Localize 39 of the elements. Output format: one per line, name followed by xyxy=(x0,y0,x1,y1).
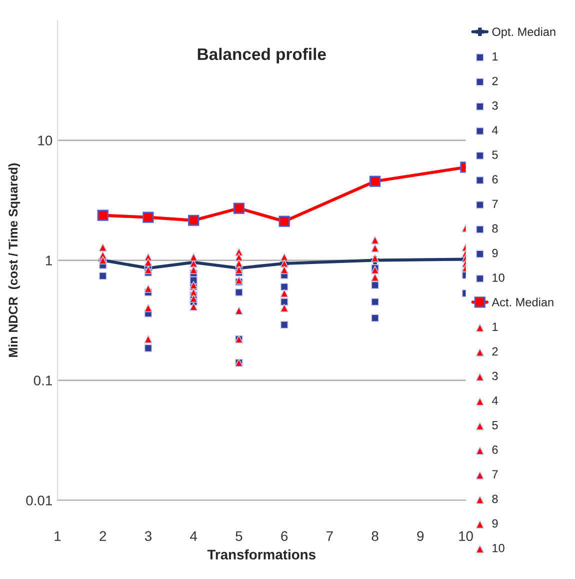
legend-label: 5 xyxy=(492,421,498,430)
legend-label: 8 xyxy=(492,494,498,504)
legend-label: 4 xyxy=(492,126,498,134)
legend-label: 3 xyxy=(492,101,498,110)
legend-label: 8 xyxy=(492,224,498,233)
x-tick-label: 10 xyxy=(459,531,473,542)
legend-label: 4 xyxy=(492,396,498,405)
legend-label: 2 xyxy=(492,76,498,86)
legend-label: 6 xyxy=(492,175,498,184)
legend-label: Opt. Median xyxy=(492,27,556,38)
x-tick-label: 2 xyxy=(100,531,106,541)
x-tick-label: 4 xyxy=(190,531,198,541)
legend-label: 1 xyxy=(492,322,498,331)
x-tick-label: 5 xyxy=(236,531,242,542)
x-axis-title: Transformations xyxy=(207,549,316,560)
text: Balanced profile xyxy=(198,48,326,64)
y-axis-title: Min NDCR (cost / Time Squared) xyxy=(8,163,20,357)
x-tick-label: 3 xyxy=(144,531,152,542)
legend-label: 7 xyxy=(492,470,498,478)
y-tick-label: 10 xyxy=(38,136,52,146)
legend-label: 9 xyxy=(492,519,498,528)
y-tick-label: 0.1 xyxy=(34,376,52,386)
legend-label: 3 xyxy=(492,372,498,380)
legend-label: 7 xyxy=(492,200,498,208)
x-tick-label: 6 xyxy=(281,531,288,542)
x-tick-label: 9 xyxy=(417,531,424,542)
y-tick-label: 0.01 xyxy=(26,496,52,506)
legend-label: 5 xyxy=(492,150,498,159)
y-tick-label: 1 xyxy=(46,256,52,266)
x-tick-label: 1 xyxy=(54,531,61,541)
legend-label: 1 xyxy=(492,52,498,60)
legend-label: 10 xyxy=(492,273,504,282)
legend-label: 10 xyxy=(492,544,504,552)
legend-label: 2 xyxy=(492,347,498,356)
legend-label: 6 xyxy=(492,446,498,454)
legend-label: Act. Median xyxy=(492,298,554,306)
x-tick-label: 8 xyxy=(372,531,378,542)
legend-label: 9 xyxy=(492,248,498,258)
x-tick-label: 7 xyxy=(326,531,333,541)
